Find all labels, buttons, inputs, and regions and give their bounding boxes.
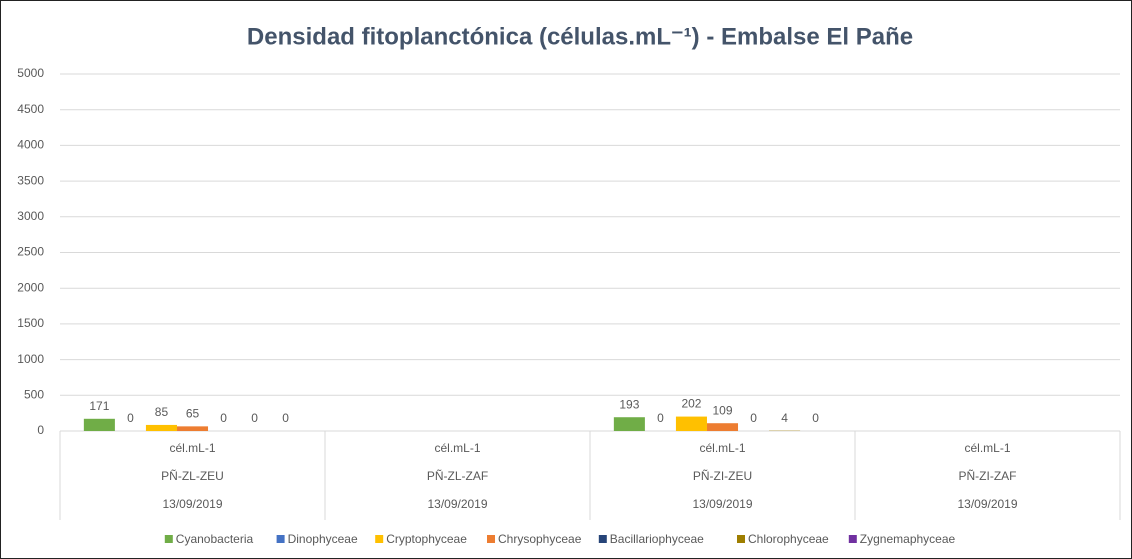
x-tick-label: cél.mL-1 (169, 441, 215, 455)
data-label: 0 (750, 411, 757, 425)
legend-swatch (848, 535, 857, 543)
x-tick-label: 13/09/2019 (427, 497, 487, 511)
legend-swatch (737, 535, 745, 543)
y-tick-label: 3500 (17, 173, 44, 187)
data-label: 171 (89, 399, 109, 413)
bar (675, 416, 707, 431)
data-label: 0 (127, 411, 134, 425)
y-tick-label: 1000 (17, 352, 44, 366)
data-label: 0 (220, 411, 227, 425)
bar (176, 426, 209, 431)
chart-title: Densidad fitoplanctónica (células.mL⁻¹) … (247, 23, 913, 50)
x-tick-label: cél.mL-1 (434, 441, 480, 455)
data-label: 65 (186, 407, 200, 421)
bar (613, 417, 645, 431)
y-tick-label: 4000 (17, 138, 44, 152)
legend-label: Chlorophyceae (748, 532, 829, 546)
data-label: 0 (657, 411, 664, 425)
legend-label: Chrysophyceae (498, 532, 582, 546)
x-tick-label: cél.mL-1 (964, 441, 1010, 455)
bar (706, 423, 739, 431)
x-tick-label: 13/09/2019 (162, 497, 222, 511)
data-label: 193 (619, 397, 639, 411)
y-tick-label: 2500 (17, 245, 44, 259)
y-tick-label: 4500 (17, 102, 44, 116)
legend-swatch (276, 535, 285, 543)
x-tick-label: PÑ-ZI-ZAF (959, 469, 1017, 483)
x-tick-label: 13/09/2019 (957, 497, 1017, 511)
legend-swatch (598, 535, 607, 543)
legend-swatch (375, 535, 384, 543)
y-tick-label: 0 (37, 423, 44, 437)
x-tick-label: PÑ-ZL-ZEU (161, 469, 224, 483)
data-label: 85 (155, 405, 169, 419)
bar (145, 424, 177, 431)
x-tick-label: cél.mL-1 (699, 441, 745, 455)
data-label: 0 (251, 411, 258, 425)
legend-swatch (487, 535, 495, 543)
y-tick-label: 2000 (17, 280, 44, 294)
legend-label: Cyanobacteria (176, 532, 254, 546)
y-tick-label: 3000 (17, 209, 44, 223)
legend-label: Bacillariophyceae (610, 532, 704, 546)
data-label: 202 (681, 397, 701, 411)
data-label: 109 (712, 403, 732, 417)
y-tick-label: 5000 (17, 66, 44, 80)
legend-swatch (164, 535, 173, 543)
legend-label: Dinophyceae (288, 532, 358, 546)
x-tick-label: PÑ-ZI-ZEU (693, 469, 752, 483)
x-tick-label: 13/09/2019 (692, 497, 752, 511)
bar (83, 418, 115, 431)
x-tick-label: PÑ-ZL-ZAF (427, 469, 488, 483)
data-label: 4 (781, 411, 788, 425)
y-tick-label: 500 (24, 387, 44, 401)
legend-label: Zygnemaphyceae (860, 532, 956, 546)
legend-label: Cryptophyceae (386, 532, 467, 546)
y-tick-label: 1500 (17, 316, 44, 330)
data-label: 0 (812, 411, 819, 425)
data-label: 0 (282, 411, 289, 425)
